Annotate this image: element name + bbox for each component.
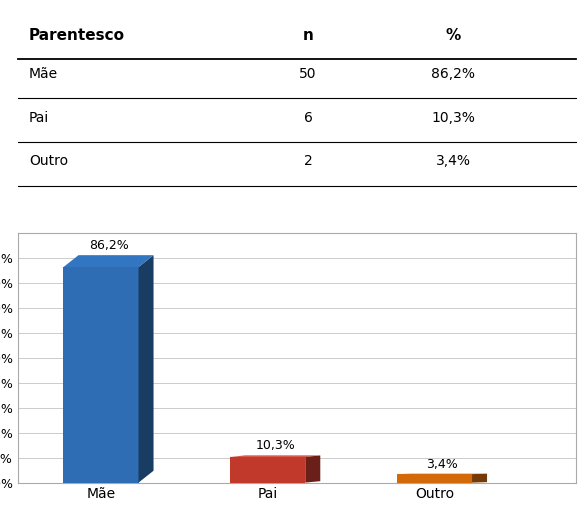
Text: 10,3%: 10,3% — [255, 439, 295, 453]
Polygon shape — [139, 255, 153, 483]
Text: Pai: Pai — [29, 111, 49, 124]
Text: 86,2%: 86,2% — [89, 239, 128, 252]
Text: 3,4%: 3,4% — [426, 458, 458, 470]
Text: 3,4%: 3,4% — [436, 154, 471, 168]
Text: Mãe: Mãe — [29, 67, 58, 81]
Text: %: % — [446, 28, 461, 43]
Text: 86,2%: 86,2% — [432, 67, 475, 81]
Text: 6: 6 — [303, 111, 313, 124]
Text: Parentesco: Parentesco — [29, 28, 125, 43]
Polygon shape — [305, 456, 320, 483]
Polygon shape — [472, 473, 487, 483]
Polygon shape — [230, 456, 320, 457]
Text: 50: 50 — [299, 67, 317, 81]
Text: 10,3%: 10,3% — [432, 111, 475, 124]
Bar — [64, 267, 139, 483]
Text: n: n — [303, 28, 313, 43]
Polygon shape — [64, 255, 153, 267]
Bar — [230, 457, 305, 483]
Bar — [397, 474, 472, 483]
Text: Outro: Outro — [29, 154, 68, 168]
Text: 2: 2 — [304, 154, 312, 168]
